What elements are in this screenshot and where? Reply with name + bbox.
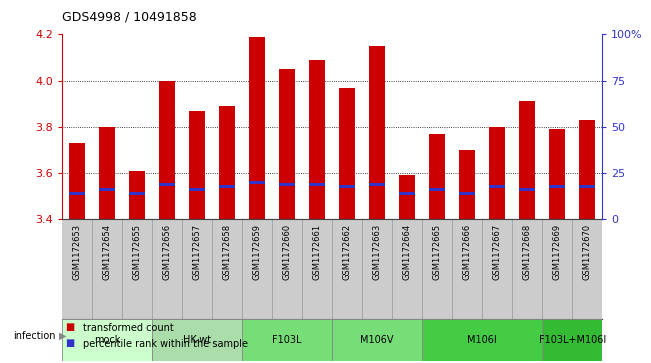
- Text: ■: ■: [65, 322, 74, 332]
- Text: GSM1172654: GSM1172654: [102, 224, 111, 280]
- Text: ▶: ▶: [59, 331, 66, 341]
- Text: M106V: M106V: [360, 335, 394, 345]
- Bar: [68, 192, 85, 195]
- Bar: [579, 185, 596, 188]
- Text: F103L: F103L: [272, 335, 301, 345]
- Bar: [459, 150, 475, 219]
- Text: M106I: M106I: [467, 335, 497, 345]
- Bar: [519, 188, 535, 191]
- Text: GSM1172653: GSM1172653: [72, 224, 81, 280]
- Bar: [279, 183, 296, 186]
- Bar: [159, 183, 175, 186]
- Text: GSM1172659: GSM1172659: [253, 224, 262, 280]
- Bar: [489, 127, 505, 219]
- Text: ■: ■: [65, 338, 74, 348]
- Text: mock: mock: [94, 335, 120, 345]
- Bar: [309, 60, 326, 219]
- Text: GSM1172660: GSM1172660: [283, 224, 292, 280]
- Text: GDS4998 / 10491858: GDS4998 / 10491858: [62, 11, 197, 24]
- Text: GSM1172658: GSM1172658: [223, 224, 232, 280]
- Bar: [98, 188, 115, 191]
- Text: GSM1172663: GSM1172663: [372, 224, 381, 280]
- Bar: [249, 181, 265, 184]
- Text: F103L+M106I: F103L+M106I: [538, 335, 606, 345]
- Text: percentile rank within the sample: percentile rank within the sample: [83, 339, 248, 349]
- Text: GSM1172656: GSM1172656: [162, 224, 171, 280]
- Bar: [249, 37, 265, 219]
- Bar: [422, 319, 542, 361]
- Text: GSM1172664: GSM1172664: [402, 224, 411, 280]
- Bar: [368, 183, 385, 186]
- Bar: [332, 319, 422, 361]
- Bar: [98, 127, 115, 219]
- Bar: [579, 120, 596, 219]
- Text: GSM1172668: GSM1172668: [523, 224, 532, 280]
- Text: GSM1172667: GSM1172667: [493, 224, 502, 280]
- Text: GSM1172665: GSM1172665: [432, 224, 441, 280]
- Bar: [429, 134, 445, 219]
- Bar: [129, 192, 145, 195]
- Text: transformed count: transformed count: [83, 323, 174, 333]
- Bar: [189, 111, 205, 219]
- Bar: [189, 188, 205, 191]
- Bar: [309, 183, 326, 186]
- Bar: [339, 185, 355, 188]
- Bar: [368, 46, 385, 219]
- Bar: [279, 69, 296, 219]
- Text: GSM1172655: GSM1172655: [132, 224, 141, 280]
- Bar: [519, 101, 535, 219]
- Bar: [129, 171, 145, 219]
- Bar: [489, 185, 505, 188]
- Bar: [68, 143, 85, 219]
- Bar: [242, 319, 332, 361]
- Text: GSM1172662: GSM1172662: [342, 224, 352, 280]
- Bar: [219, 106, 235, 219]
- Bar: [219, 185, 235, 188]
- Text: GSM1172669: GSM1172669: [553, 224, 562, 280]
- Text: GSM1172670: GSM1172670: [583, 224, 592, 280]
- Bar: [152, 319, 242, 361]
- Bar: [549, 185, 566, 188]
- Bar: [459, 192, 475, 195]
- Text: HK-wt: HK-wt: [183, 335, 211, 345]
- Bar: [549, 129, 566, 219]
- Bar: [399, 192, 415, 195]
- Bar: [399, 175, 415, 219]
- Bar: [429, 188, 445, 191]
- Bar: [159, 81, 175, 219]
- Text: infection: infection: [13, 331, 55, 341]
- Text: GSM1172657: GSM1172657: [193, 224, 201, 280]
- Text: GSM1172666: GSM1172666: [463, 224, 471, 280]
- Bar: [62, 319, 152, 361]
- Bar: [339, 87, 355, 219]
- Text: GSM1172661: GSM1172661: [312, 224, 322, 280]
- Bar: [542, 319, 602, 361]
